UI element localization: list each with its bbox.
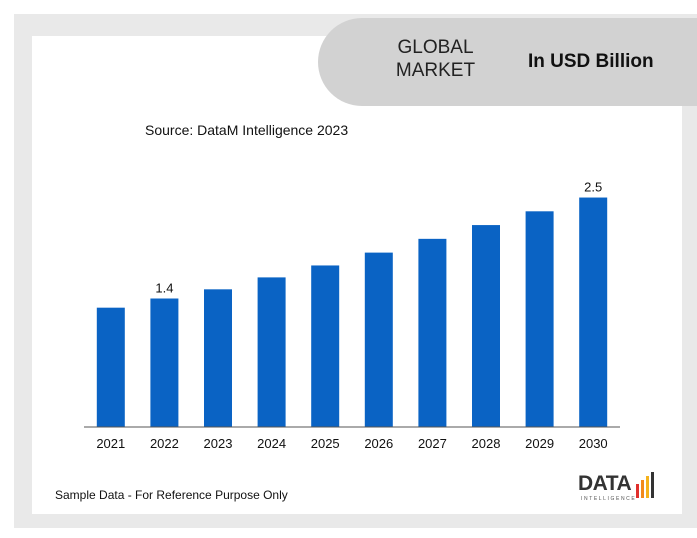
bar-2024 <box>257 277 286 427</box>
bar-2027 <box>418 238 447 427</box>
x-tick-label-2021: 2021 <box>96 436 125 451</box>
x-tick-label-2027: 2027 <box>418 436 447 451</box>
bar-2026 <box>364 252 393 427</box>
header-banner: GLOBAL MARKET In USD Billion <box>318 18 697 106</box>
data-label-2022: 1.4 <box>155 281 173 296</box>
x-tick-label-2030: 2030 <box>579 436 608 451</box>
x-tick-label-2028: 2028 <box>472 436 501 451</box>
chart-card <box>32 36 682 514</box>
bar-2025 <box>311 265 340 427</box>
logo-bar-orange <box>641 480 644 498</box>
x-tick-label-2022: 2022 <box>150 436 179 451</box>
market-label: GLOBAL MARKET <box>395 37 476 81</box>
unit-label: In USD Billion <box>528 51 654 72</box>
bar-2028 <box>472 225 500 427</box>
footer-note: Sample Data - For Reference Purpose Only <box>55 488 288 502</box>
logo-bar-red <box>636 484 639 498</box>
x-tick-label-2029: 2029 <box>525 436 554 451</box>
x-tick-label-2024: 2024 <box>257 436 286 451</box>
logo-bar-yellow <box>646 476 649 498</box>
x-tick-label-2025: 2025 <box>311 436 340 451</box>
bar-2022 <box>150 298 179 427</box>
company-logo: DATA INTELLIGENCE <box>578 466 658 506</box>
bar-2021 <box>96 307 125 427</box>
bar-2030 <box>579 197 608 427</box>
x-tick-label-2023: 2023 <box>204 436 233 451</box>
logo-text: DATA <box>578 472 632 495</box>
source-label: Source: DataM Intelligence 2023 <box>145 122 349 138</box>
logo-subtext: INTELLIGENCE <box>581 496 637 502</box>
logo-bar-dark <box>651 472 654 498</box>
bar-2029 <box>525 211 554 427</box>
data-label-2030: 2.5 <box>584 180 602 195</box>
x-tick-label-2026: 2026 <box>364 436 393 451</box>
bar-2023 <box>204 289 232 427</box>
